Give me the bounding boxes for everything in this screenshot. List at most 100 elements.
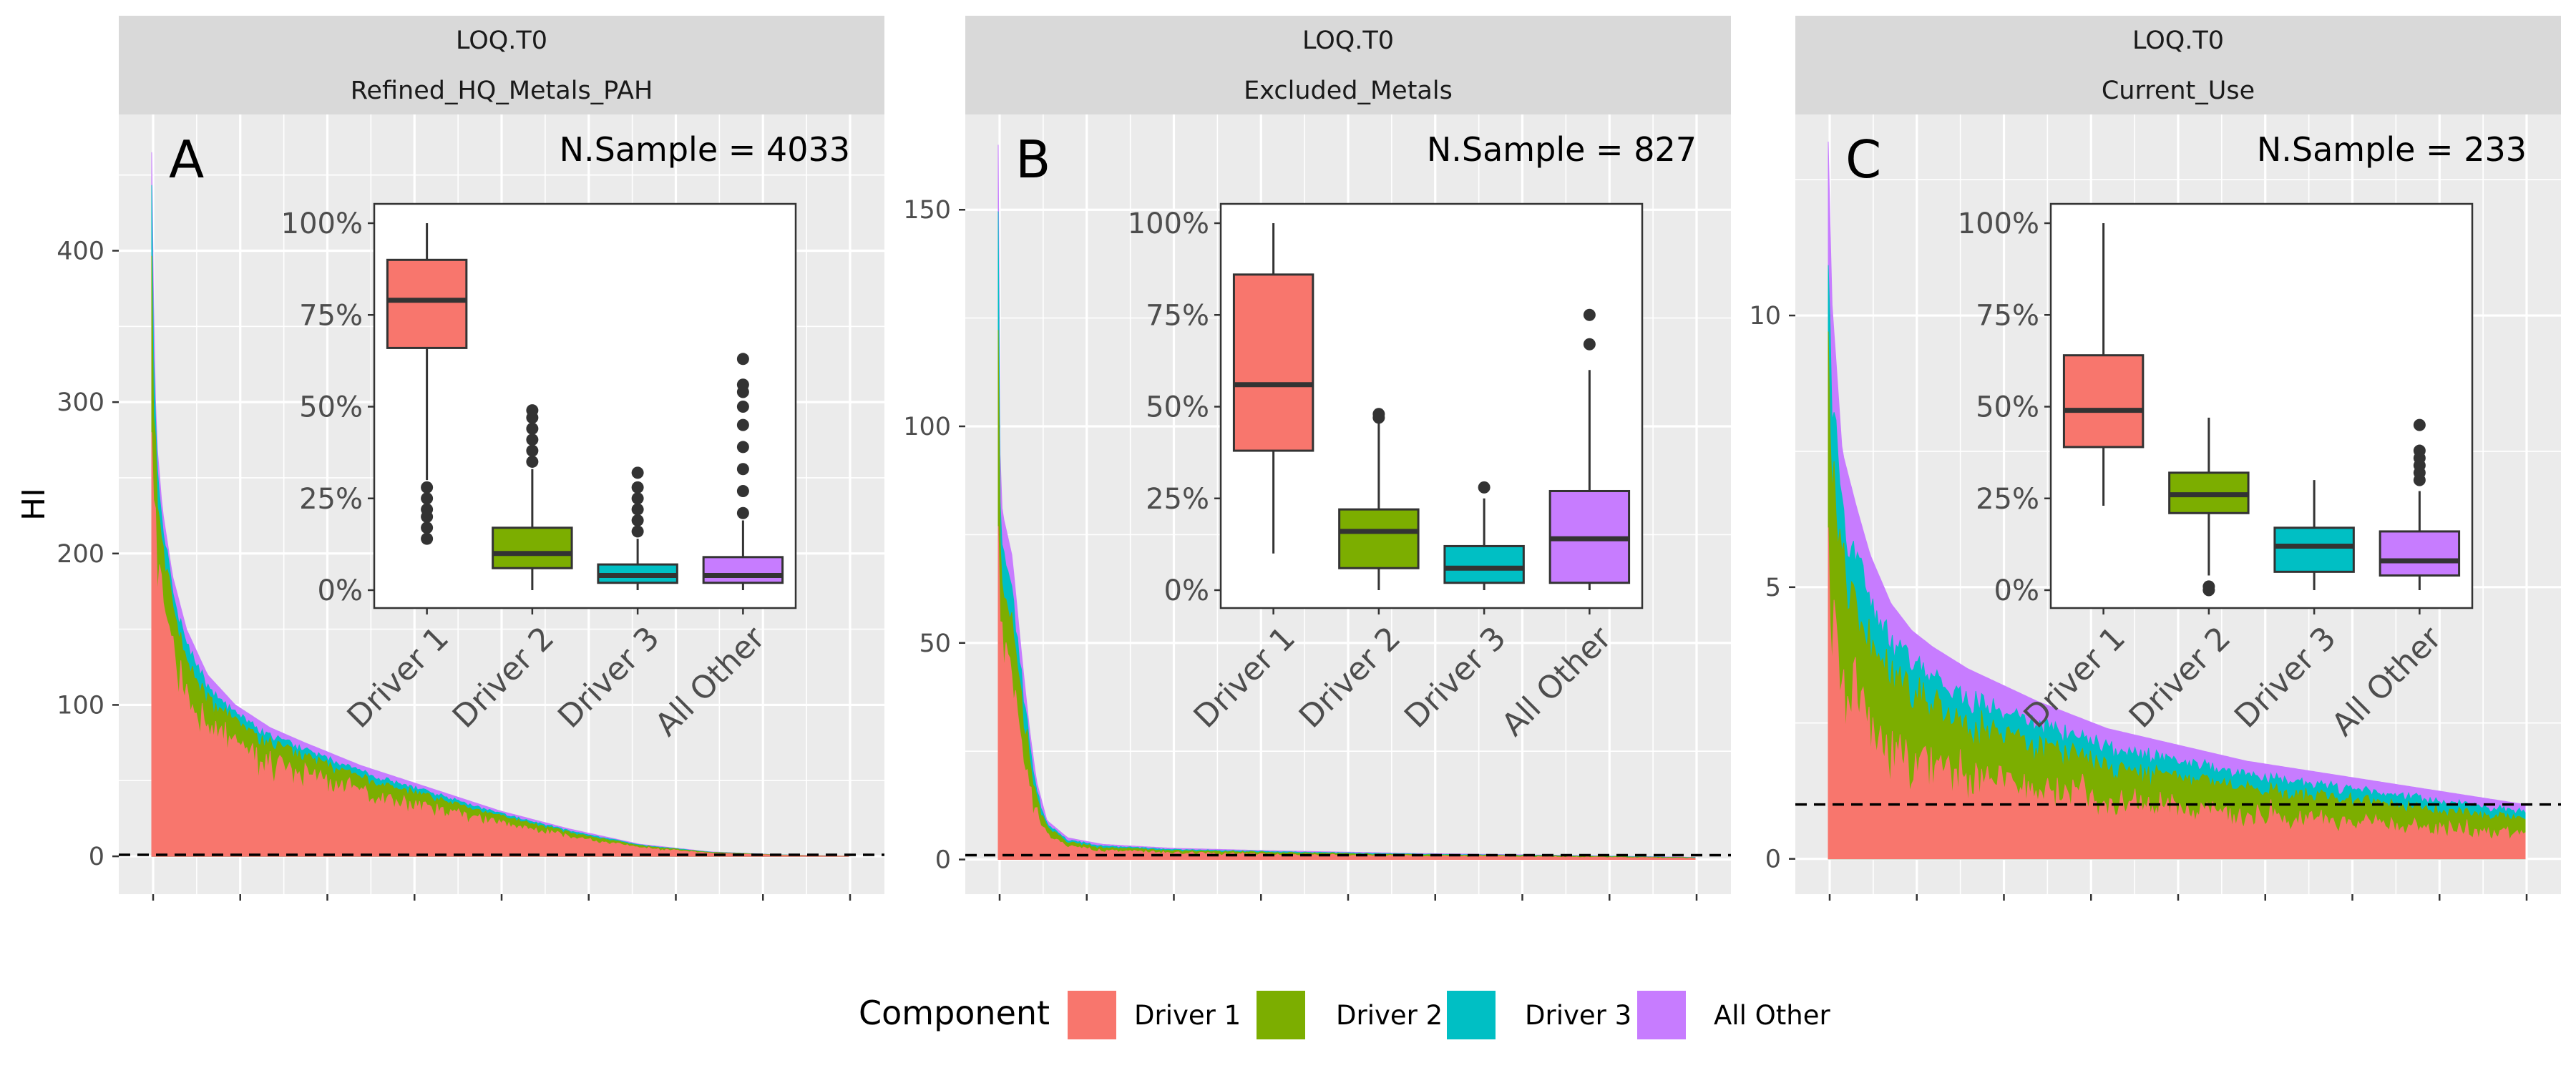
box-all-other bbox=[702, 353, 784, 590]
box-driver-2 bbox=[492, 404, 573, 590]
outlier-point bbox=[526, 404, 539, 417]
outlier-point bbox=[736, 441, 749, 454]
inset-y-tick-label: 0% bbox=[318, 574, 363, 607]
box-iqr bbox=[2379, 530, 2461, 577]
outlier-point bbox=[631, 466, 644, 479]
y-tick-label: 100 bbox=[57, 691, 104, 720]
y-tick-label: 0 bbox=[935, 846, 951, 875]
outlier-point bbox=[421, 492, 434, 505]
strip-label-top: LOQ.T0 bbox=[1302, 26, 1394, 55]
inset-y-tick-label: 100% bbox=[281, 207, 363, 240]
outlier-point bbox=[421, 481, 434, 494]
y-axis-title: HI bbox=[16, 488, 52, 521]
inset-y-tick-label: 50% bbox=[1146, 391, 1209, 424]
legend-key-driver-2 bbox=[1257, 991, 1305, 1039]
inset-y-tick-label: 75% bbox=[299, 299, 363, 332]
panel-label: A bbox=[169, 129, 204, 190]
legend-title: Component bbox=[859, 994, 1050, 1032]
y-tick-label: 10 bbox=[1749, 302, 1781, 330]
inset-y-tick-label: 75% bbox=[1146, 299, 1209, 332]
outlier-point bbox=[1478, 481, 1491, 494]
inset-y-tick-label: 25% bbox=[299, 483, 363, 516]
y-tick-label: 0 bbox=[89, 843, 104, 871]
legend-label: Driver 3 bbox=[1525, 1000, 1631, 1031]
outlier-point bbox=[631, 481, 644, 494]
legend-key-driver-3 bbox=[1447, 991, 1496, 1039]
box-all-other bbox=[1548, 308, 1631, 590]
inset-y-tick-label: 0% bbox=[1994, 574, 2039, 607]
facet-strip bbox=[119, 16, 884, 114]
y-tick-label: 400 bbox=[57, 237, 104, 265]
outlier-point bbox=[526, 444, 539, 457]
sample-count: N.Sample = 827 bbox=[1427, 130, 1697, 169]
strip-label-bottom: Excluded_Metals bbox=[1244, 77, 1453, 105]
box-driver-1 bbox=[1232, 223, 1314, 554]
y-tick-label: 0 bbox=[1765, 846, 1781, 874]
box-iqr bbox=[2273, 526, 2355, 573]
box-iqr bbox=[1232, 273, 1314, 452]
panel-label: C bbox=[1845, 129, 1881, 190]
outlier-point bbox=[526, 455, 539, 468]
box-driver-2 bbox=[1338, 408, 1420, 590]
legend: Component Driver 1 Driver 2 Driver 3 All Oth… bbox=[859, 991, 1830, 1039]
outlier-point bbox=[631, 503, 644, 516]
stack-area-driver-1 bbox=[1828, 527, 2526, 860]
inset-y-tick-label: 25% bbox=[1976, 483, 2039, 516]
legend-key-driver-1 bbox=[1068, 991, 1116, 1039]
inset-y-tick-label: 50% bbox=[1976, 391, 2039, 424]
outlier-point bbox=[631, 525, 644, 538]
outlier-point bbox=[736, 378, 749, 391]
inset-y-tick-label: 50% bbox=[299, 391, 363, 424]
y-tick-label: 5 bbox=[1765, 574, 1781, 602]
facet-strip bbox=[1795, 16, 2561, 114]
box-iqr bbox=[1338, 508, 1420, 569]
outlier-point bbox=[421, 532, 434, 545]
outlier-point bbox=[736, 484, 749, 497]
box-driver-3 bbox=[2273, 480, 2355, 590]
outlier-point bbox=[736, 463, 749, 476]
strip-label-bottom: Refined_HQ_Metals_PAH bbox=[351, 77, 653, 105]
legend-label: All Other bbox=[1714, 1000, 1830, 1031]
sample-count: N.Sample = 4033 bbox=[560, 130, 850, 169]
y-tick-label: 100 bbox=[903, 413, 951, 441]
box-driver-1 bbox=[2062, 223, 2145, 506]
box-driver-2 bbox=[2168, 417, 2250, 597]
box-driver-3 bbox=[1443, 481, 1525, 590]
outlier-point bbox=[421, 521, 434, 534]
y-tick-label: 200 bbox=[57, 540, 104, 569]
outlier-point bbox=[526, 422, 539, 435]
outlier-point bbox=[2413, 444, 2426, 457]
outlier-point bbox=[631, 492, 644, 505]
outlier-point bbox=[421, 503, 434, 516]
inset-y-tick-label: 0% bbox=[1164, 574, 1209, 607]
facet-strip bbox=[965, 16, 1731, 114]
outlier-point bbox=[1583, 338, 1596, 351]
inset-y-tick-label: 100% bbox=[1128, 207, 1209, 240]
legend-label: Driver 2 bbox=[1336, 1000, 1443, 1031]
y-tick-label: 150 bbox=[903, 196, 951, 225]
box-driver-1 bbox=[386, 223, 468, 545]
box-iqr bbox=[1443, 544, 1525, 584]
sample-count: N.Sample = 233 bbox=[2257, 130, 2527, 169]
outlier-point bbox=[736, 506, 749, 519]
legend-key-all-other bbox=[1637, 991, 1686, 1039]
strip-label-top: LOQ.T0 bbox=[2132, 26, 2224, 55]
strip-label-top: LOQ.T0 bbox=[456, 26, 547, 55]
panel-label: B bbox=[1015, 129, 1050, 190]
outlier-point bbox=[736, 401, 749, 413]
outlier-point bbox=[631, 514, 644, 527]
inset-y-tick-label: 75% bbox=[1976, 299, 2039, 332]
outlier-point bbox=[2202, 580, 2215, 593]
outlier-point bbox=[736, 418, 749, 431]
y-tick-label: 50 bbox=[919, 629, 951, 658]
strip-label-bottom: Current_Use bbox=[2102, 77, 2255, 105]
inset-y-tick-label: 25% bbox=[1146, 483, 1209, 516]
outlier-point bbox=[1583, 308, 1596, 321]
box-iqr bbox=[702, 556, 784, 584]
box-iqr bbox=[492, 526, 573, 569]
box-iqr bbox=[2062, 354, 2145, 449]
box-driver-3 bbox=[597, 466, 678, 590]
legend-label: Driver 1 bbox=[1134, 1000, 1241, 1031]
box-iqr bbox=[386, 258, 468, 349]
